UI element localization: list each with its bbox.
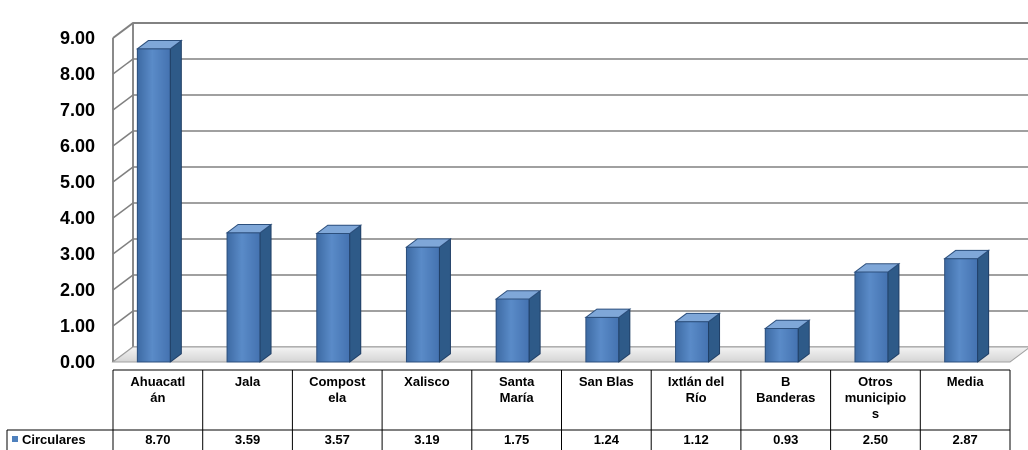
- bar-side: [169, 39, 182, 363]
- y-tick-label: 4.00: [60, 208, 95, 228]
- bar-top: [853, 263, 901, 273]
- bar-top: [763, 319, 811, 330]
- bar-top: [943, 249, 991, 260]
- bar-front: [675, 321, 710, 363]
- bar-side: [259, 223, 272, 363]
- bar: [584, 308, 632, 363]
- gridline-side: [112, 238, 134, 255]
- data-label: 3.19: [414, 432, 439, 447]
- data-label: 8.70: [145, 432, 170, 447]
- gridline-side: [112, 274, 134, 291]
- bar: [315, 224, 363, 363]
- bar-top: [404, 238, 452, 248]
- data-label: 0.93: [773, 432, 798, 447]
- category-label: San Blas: [579, 374, 634, 389]
- category-label: Ixtlán del: [668, 374, 724, 389]
- category-label: Media: [947, 374, 985, 389]
- bar-top: [315, 224, 363, 234]
- bar-top: [674, 312, 722, 323]
- bar: [943, 249, 991, 363]
- category-label: án: [150, 390, 165, 405]
- gridline-side: [112, 166, 134, 183]
- category-label: Xalisco: [404, 374, 450, 389]
- bar: [135, 39, 183, 363]
- bar-top: [225, 224, 273, 234]
- bar-front: [944, 258, 979, 363]
- category-label: Jala: [235, 374, 261, 389]
- bar-front: [226, 232, 261, 363]
- data-label: 1.24: [594, 432, 620, 447]
- legend-swatch: [12, 436, 18, 442]
- gridline-side: [112, 58, 134, 75]
- bar-side: [528, 289, 541, 363]
- data-label: 3.57: [325, 432, 350, 447]
- gridline-side: [112, 202, 134, 219]
- data-label: 1.12: [683, 432, 708, 447]
- data-label: 2.50: [863, 432, 888, 447]
- data-label: 1.75: [504, 432, 529, 447]
- y-axis: 0.00 1.00 2.00 3.00 4.00 5.00 6.00 7.00 8.00 9.00: [60, 28, 95, 372]
- bar-front: [136, 48, 171, 363]
- bar-front: [764, 328, 799, 363]
- y-tick-label: 6.00: [60, 136, 95, 156]
- category-label: s: [872, 406, 879, 421]
- bar: [225, 223, 273, 363]
- y-tick-label: 0.00: [60, 352, 95, 372]
- bars: [135, 39, 991, 363]
- category-label: Ahuacatl: [130, 374, 185, 389]
- category-label: Río: [686, 390, 707, 405]
- bar-front: [585, 316, 620, 363]
- wall-top-edge: [112, 22, 1028, 39]
- category-label: Otros: [858, 374, 893, 389]
- bar-top: [584, 308, 632, 318]
- y-tick-label: 9.00: [60, 28, 95, 48]
- category-label: B: [781, 374, 790, 389]
- category-label: María: [500, 390, 535, 405]
- y-tick-label: 3.00: [60, 244, 95, 264]
- bar-front: [495, 298, 530, 363]
- data-label: 2.87: [952, 432, 977, 447]
- bar-side: [349, 224, 362, 363]
- category-label: municipio: [845, 390, 906, 405]
- gridline-side: [112, 130, 134, 147]
- y-tick-label: 1.00: [60, 316, 95, 336]
- bar: [494, 289, 542, 363]
- bar-front: [316, 232, 351, 363]
- category-label: Santa: [499, 374, 535, 389]
- gridline-side: [112, 22, 134, 39]
- gridline-side: [112, 310, 134, 327]
- legend-label: Circulares: [22, 432, 86, 447]
- bar: [404, 237, 452, 363]
- y-tick-label: 7.00: [60, 100, 95, 120]
- bar: [763, 319, 811, 363]
- y-tick-label: 8.00: [60, 64, 95, 84]
- bar-side: [887, 262, 900, 363]
- y-tick-label: 2.00: [60, 280, 95, 300]
- bar-side: [977, 249, 990, 363]
- category-label: ela: [328, 390, 347, 405]
- bar-side: [618, 308, 631, 363]
- y-tick-label: 5.00: [60, 172, 95, 192]
- category-label: Compost: [309, 374, 366, 389]
- bar: [674, 312, 722, 363]
- data-label: 3.59: [235, 432, 260, 447]
- bar-front: [405, 246, 440, 363]
- bar-top: [135, 40, 183, 50]
- bar: [853, 262, 901, 363]
- bar-side: [438, 237, 451, 363]
- gridline-side: [112, 94, 134, 111]
- category-label: Banderas: [756, 390, 815, 405]
- bar-top: [494, 290, 542, 300]
- bar-front: [854, 271, 889, 363]
